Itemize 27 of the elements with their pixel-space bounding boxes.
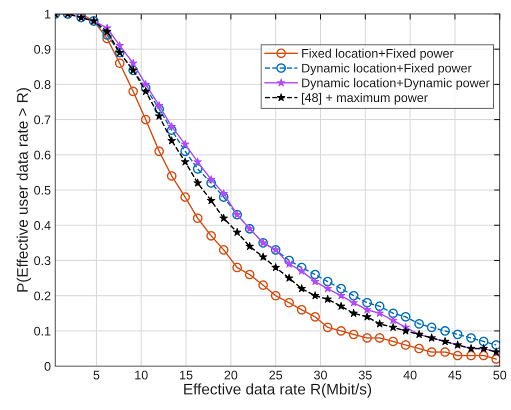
y-tick-label: 0.6 xyxy=(34,150,50,160)
y-tick-label: 0.4 xyxy=(34,221,51,230)
x-tick-label: 45 xyxy=(448,370,462,380)
legend-label: Fixed location+Fixed power xyxy=(302,48,454,60)
y-tick-label: 0.3 xyxy=(34,256,50,266)
x-tick-label: 30 xyxy=(314,370,327,380)
y-tick-label: 0.8 xyxy=(34,80,50,90)
legend-label: Dynamic location+Fixed power xyxy=(302,63,472,76)
x-tick-label: 35 xyxy=(358,370,372,380)
legend-label: Dynamic location+Dynamic power xyxy=(302,78,490,90)
y-tick-label: 1 xyxy=(45,10,50,18)
y-tick-label: 0.2 xyxy=(34,291,50,300)
y-axis-title: P(Effective user data rate > R) xyxy=(16,88,31,292)
y-tick-label: 0 xyxy=(44,362,51,371)
y-tick-label: 0.5 xyxy=(34,186,50,195)
x-tick-label: 40 xyxy=(403,370,417,380)
x-tick-label: 25 xyxy=(269,370,282,380)
x-tick-label: 5 xyxy=(93,370,100,380)
x-tick-label: 50 xyxy=(493,370,506,380)
x-tick-label: 10 xyxy=(135,370,148,380)
x-axis-title: Effective data rate R(Mbit/s) xyxy=(184,383,372,398)
legend-label: [48] + maximum power xyxy=(302,92,428,105)
y-tick-label: 0.1 xyxy=(34,326,50,336)
y-tick-label: 0.9 xyxy=(34,44,50,54)
x-tick-label: 20 xyxy=(224,370,238,380)
y-tick-label: 0.7 xyxy=(34,115,50,124)
x-tick-label: 15 xyxy=(180,370,192,380)
